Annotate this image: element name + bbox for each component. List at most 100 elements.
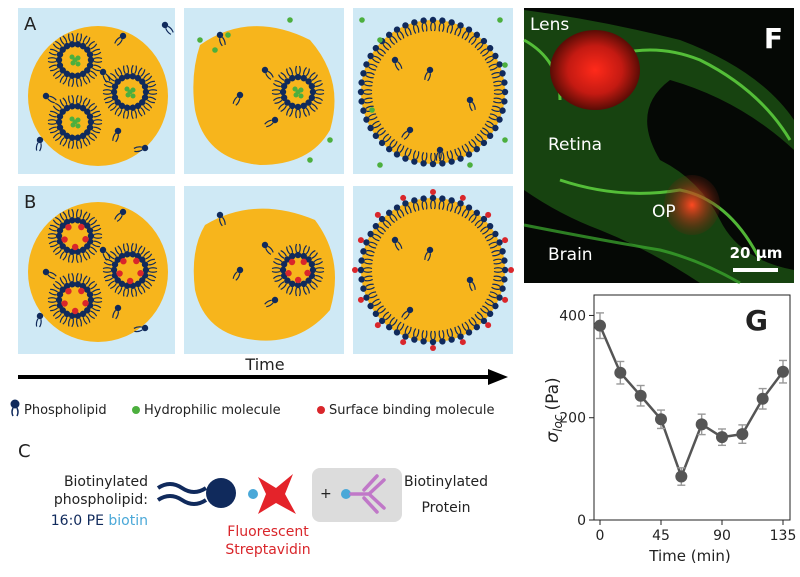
- vesicle-lipid: [59, 275, 71, 290]
- surface-molecule: [357, 296, 364, 303]
- surface-lipid: [385, 31, 398, 46]
- surface-lipid: [360, 283, 375, 292]
- panel-c: C Biotinylated phospholipid: 16:0 PE bio…: [18, 441, 488, 558]
- vesicle-lipid: [48, 224, 64, 234]
- free-lipid: [112, 127, 122, 143]
- surface-molecule: [78, 223, 85, 231]
- surface-lipid: [429, 152, 437, 168]
- protein-biotin-icon: [341, 489, 351, 499]
- surface-lipid: [429, 194, 437, 210]
- surface-lipid: [378, 311, 392, 325]
- free-lipid: [112, 304, 122, 320]
- surface-lipid: [402, 22, 412, 37]
- vesicle-lipid: [47, 56, 63, 64]
- surface-lipid: [358, 97, 373, 105]
- surface-lipid: [493, 97, 508, 105]
- vesicle-lipid: [47, 118, 63, 126]
- biotin-text: biotin: [108, 513, 148, 529]
- surface-lipid: [429, 330, 437, 346]
- surface-icon: [317, 406, 325, 414]
- surface-molecule: [82, 300, 89, 307]
- brain-label: Brain: [548, 245, 593, 265]
- vesicle-lipid: [84, 216, 98, 229]
- x-tick-label: 0: [596, 528, 605, 544]
- free-lipid: [35, 312, 44, 328]
- surface-lipid: [461, 204, 473, 219]
- vesicle-lipid: [114, 280, 126, 295]
- surface-lipid: [454, 147, 464, 162]
- surface-lipid: [488, 61, 503, 71]
- surface-lipid: [438, 152, 446, 167]
- x-tick-label: 45: [652, 528, 670, 544]
- free-lipid: [161, 21, 174, 35]
- hydrophilic-molecule: [130, 93, 136, 99]
- vesicle-lipid: [134, 280, 146, 295]
- vesicle-lipid: [48, 62, 64, 72]
- streptavidin-line1: Fluorescent: [227, 524, 309, 540]
- free-lipid: [435, 146, 444, 162]
- plus-sign: +: [320, 486, 332, 502]
- surface-lipid: [363, 291, 378, 301]
- surface-lipid: [446, 150, 455, 165]
- panel-g-letter: G: [745, 304, 768, 337]
- vesicle-lipid: [79, 97, 91, 112]
- surface-lipid: [357, 88, 373, 96]
- vesicle-lipid: [74, 134, 82, 150]
- y-axis-label: σloc (Pa): [543, 377, 565, 442]
- time-label: Time: [244, 355, 284, 374]
- surface-lipid: [493, 266, 509, 274]
- surface-molecule: [459, 339, 466, 346]
- vesicle-lipid: [142, 88, 158, 96]
- droplet-a3: [361, 20, 505, 164]
- free-lipid: [261, 241, 274, 255]
- surface-lipid: [393, 204, 405, 219]
- surface-lipid: [479, 127, 494, 140]
- vesicle-lipid: [272, 80, 288, 90]
- surface-lipid: [372, 305, 387, 318]
- surface-molecule: [485, 211, 492, 218]
- lipid-decor-b: [35, 189, 514, 351]
- vesicle-lipid: [129, 104, 137, 120]
- protein-line2: Protein: [421, 500, 470, 516]
- vesicle-lipid: [52, 243, 66, 256]
- y-axis-subscript: loc: [551, 414, 565, 432]
- vesicle-lipid: [271, 266, 287, 274]
- vesicle-lipid: [74, 312, 82, 328]
- surface-lipid: [378, 215, 392, 229]
- surface-lipid: [411, 19, 420, 34]
- surface-molecule: [374, 322, 381, 329]
- surface-molecule: [285, 270, 292, 277]
- free-lipid: [466, 276, 476, 292]
- surface-lipid: [363, 113, 378, 123]
- free-lipid: [264, 296, 279, 308]
- vesicle-lipid: [84, 280, 98, 293]
- surface-molecule: [430, 189, 436, 195]
- surface-lipid: [454, 325, 464, 340]
- vesicle-lipid: [79, 310, 91, 325]
- vesicle-lipid: [272, 94, 288, 104]
- vesicle-lipid: [68, 248, 76, 264]
- surface-lipid: [367, 298, 382, 310]
- droplet-b3: [361, 198, 505, 342]
- legend-surface: Surface binding molecule: [329, 403, 494, 418]
- free-lipid: [133, 144, 149, 153]
- vesicle-lipid: [141, 258, 157, 268]
- hydrophilic-molecule: [298, 93, 304, 99]
- surface-lipid: [420, 17, 428, 32]
- surface-molecule: [61, 236, 68, 243]
- free-lipid: [466, 96, 476, 112]
- vesicle-lipid: [305, 72, 318, 85]
- vesicle-lipid: [139, 72, 153, 85]
- vesicle-lipid: [139, 277, 153, 290]
- panel-a-letter: A: [24, 14, 37, 35]
- surface-lipid: [363, 239, 378, 249]
- vesicle-lipid: [129, 282, 137, 298]
- hydrophilic-molecule: [502, 62, 508, 68]
- plot-frame: [593, 294, 791, 521]
- vesicle-lipid: [84, 307, 98, 320]
- data-point: [655, 413, 667, 426]
- vesicle-lipid: [79, 70, 91, 85]
- surface-lipid: [367, 120, 382, 132]
- surface-molecule: [352, 267, 358, 273]
- surface-lipid: [484, 230, 499, 242]
